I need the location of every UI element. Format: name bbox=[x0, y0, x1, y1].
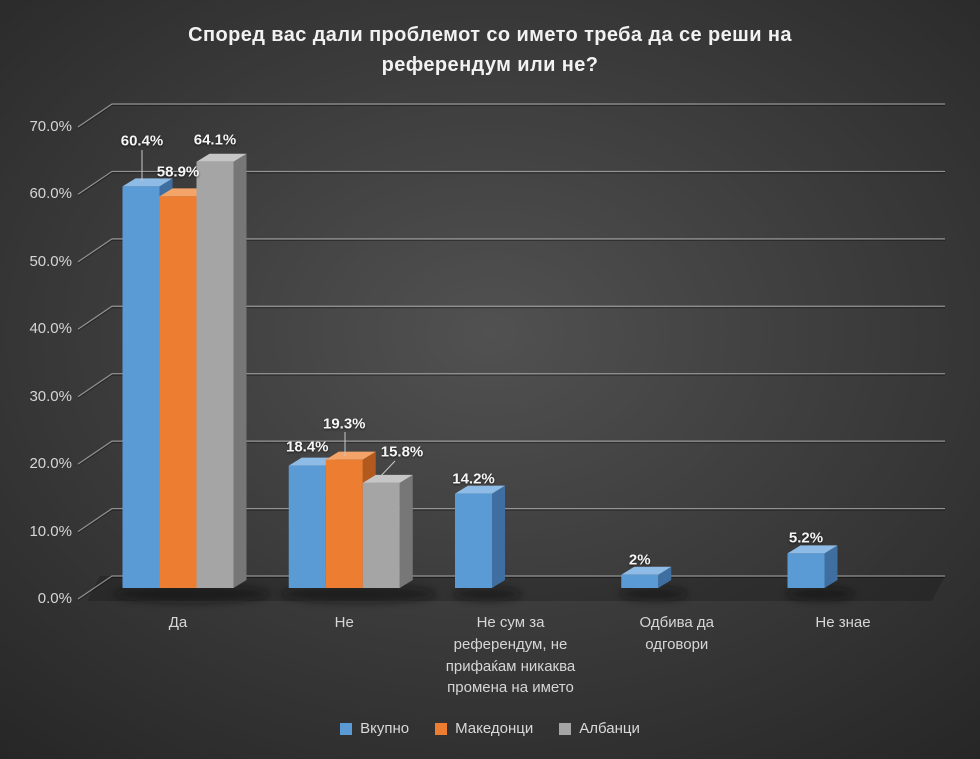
gridline-shadow bbox=[77, 374, 945, 399]
bar-shadow bbox=[280, 585, 437, 603]
category-label: Да bbox=[168, 614, 188, 631]
bar-Вкупно-4 bbox=[787, 545, 838, 588]
y-axis-tick: 50.0% bbox=[29, 252, 72, 270]
gridline bbox=[77, 238, 945, 263]
bar-front-face bbox=[362, 482, 400, 588]
data-label: 14.2% bbox=[452, 470, 495, 488]
data-label: 58.9% bbox=[156, 163, 200, 181]
y-axis-tick: 20.0% bbox=[29, 455, 72, 473]
bar-top-face bbox=[621, 566, 672, 575]
bar-top-face bbox=[196, 153, 247, 162]
bar-Албанци-0 bbox=[196, 153, 247, 589]
data-label: 18.4% bbox=[285, 438, 329, 456]
bar-shadow bbox=[114, 585, 270, 603]
bar-side-face bbox=[658, 566, 672, 588]
gridline-shadow bbox=[77, 442, 945, 467]
gridline-shadow bbox=[77, 307, 945, 332]
data-label: 64.1% bbox=[193, 131, 237, 149]
gridline bbox=[77, 305, 945, 330]
legend-label: Македонци bbox=[455, 720, 534, 737]
legend-item: Вкупно bbox=[340, 720, 409, 737]
category-label: Не сум за референдум, не прифаќам никакв… bbox=[445, 614, 576, 697]
chart-title: Според вас дали проблемот со името треба… bbox=[188, 24, 792, 76]
y-axis-tick: 60.0% bbox=[29, 185, 72, 203]
bar-front-face bbox=[621, 574, 659, 588]
bar-Вкупно-3 bbox=[621, 566, 672, 588]
bar-top-face bbox=[455, 485, 505, 494]
bar-side-face bbox=[233, 153, 247, 589]
bar-front-face bbox=[122, 186, 160, 588]
gridline-shadow bbox=[77, 509, 945, 534]
legend-label: Вкупно bbox=[360, 720, 410, 737]
bar-side-face bbox=[492, 485, 505, 588]
bar-side-face bbox=[824, 545, 838, 588]
category-label: Не знае bbox=[815, 614, 871, 631]
gridline-shadow bbox=[77, 239, 945, 264]
gridline bbox=[77, 373, 945, 398]
bar-shadow bbox=[453, 587, 522, 601]
gridline-shadow bbox=[77, 172, 945, 197]
gridline bbox=[77, 440, 945, 465]
legend-marker-icon bbox=[340, 722, 353, 735]
category-label: Не bbox=[334, 614, 354, 631]
gridline bbox=[77, 103, 945, 128]
bar-top-face bbox=[362, 474, 413, 483]
data-label: 15.8% bbox=[380, 443, 424, 461]
bar-Вкупно-2 bbox=[455, 485, 505, 588]
bar-side-face bbox=[399, 474, 413, 588]
gridline-shadow bbox=[77, 104, 945, 129]
y-axis-tick: 40.0% bbox=[29, 320, 72, 338]
legend-label: Албанци bbox=[579, 720, 640, 737]
legend-marker-icon bbox=[435, 722, 448, 735]
data-label: 60.4% bbox=[120, 132, 164, 150]
category-label: Одбива да одговори bbox=[639, 614, 714, 653]
legend-marker-icon bbox=[559, 722, 572, 735]
bar-front-face bbox=[159, 196, 197, 588]
y-axis-tick: 0.0% bbox=[37, 590, 72, 607]
bar-top-face bbox=[325, 451, 376, 460]
gridline bbox=[77, 170, 945, 195]
bar-front-face bbox=[787, 553, 825, 588]
bar-front-face bbox=[325, 459, 363, 588]
bar-top-face bbox=[787, 545, 838, 554]
bar-top-face bbox=[122, 178, 173, 187]
bar-shadow bbox=[786, 587, 854, 601]
legend: Вкупно Македонци Албанци bbox=[0, 720, 980, 737]
y-axis-tick: 70.0% bbox=[29, 117, 72, 135]
gridline bbox=[77, 507, 945, 533]
legend-item: Македонци bbox=[435, 720, 533, 737]
data-label: 19.3% bbox=[322, 415, 366, 433]
bar-front-face bbox=[196, 161, 234, 589]
bar-front-face bbox=[455, 493, 492, 588]
data-label: 2% bbox=[628, 551, 651, 569]
label-leader-line bbox=[376, 460, 396, 481]
y-axis-tick: 30.0% bbox=[29, 387, 72, 405]
legend-item: Албанци bbox=[559, 720, 640, 737]
y-axis-tick: 10.0% bbox=[29, 522, 72, 540]
bar-Албанци-1 bbox=[362, 474, 413, 588]
data-label: 5.2% bbox=[788, 529, 824, 547]
bar-front-face bbox=[288, 465, 326, 588]
bar-shadow bbox=[619, 587, 688, 601]
